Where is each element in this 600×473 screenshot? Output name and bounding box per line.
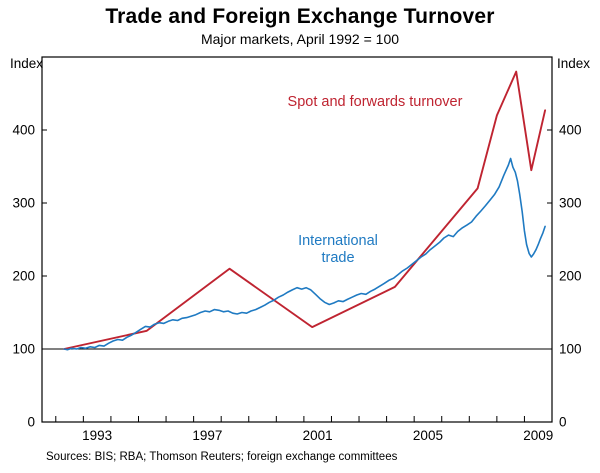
chart-title: Trade and Foreign Exchange Turnover <box>105 5 495 28</box>
series-line-international-trade <box>63 157 546 351</box>
plot-frame <box>41 56 553 423</box>
axis-unit-index-left: Index <box>10 56 43 71</box>
series-label-international-trade: International trade <box>298 233 378 267</box>
y-axis-label-right: 300 <box>559 196 582 211</box>
y-axis-label-left: 300 <box>12 196 35 211</box>
axis-unit-index-right: Index <box>557 56 590 71</box>
series-label-spot-and-forwards-turnover: Spot and forwards turnover <box>287 94 463 110</box>
x-axis-year-label: 1997 <box>192 428 222 443</box>
chart-subtitle: Major markets, April 1992 = 100 <box>200 31 400 47</box>
x-axis-year-label: 2005 <box>413 428 443 443</box>
series-line-spot-and-forwards-turnover <box>63 70 547 350</box>
y-axis-label-right: 100 <box>559 342 582 357</box>
y-axis-label-right: 0 <box>559 415 567 430</box>
y-axis-label-left: 0 <box>27 415 35 430</box>
y-axis-label-right: 200 <box>559 269 582 284</box>
y-axis-label-left: 200 <box>12 269 35 284</box>
x-axis-year-label: 2001 <box>303 428 333 443</box>
y-axis-label-left: 100 <box>12 342 35 357</box>
source-note: Sources: BIS; RBA; Thomson Reuters; fore… <box>46 451 398 463</box>
x-axis-year-label: 2009 <box>523 428 553 443</box>
y-axis-label-right: 400 <box>559 123 582 138</box>
y-axis-label-left: 400 <box>12 123 35 138</box>
x-axis-year-label: 1993 <box>82 428 112 443</box>
